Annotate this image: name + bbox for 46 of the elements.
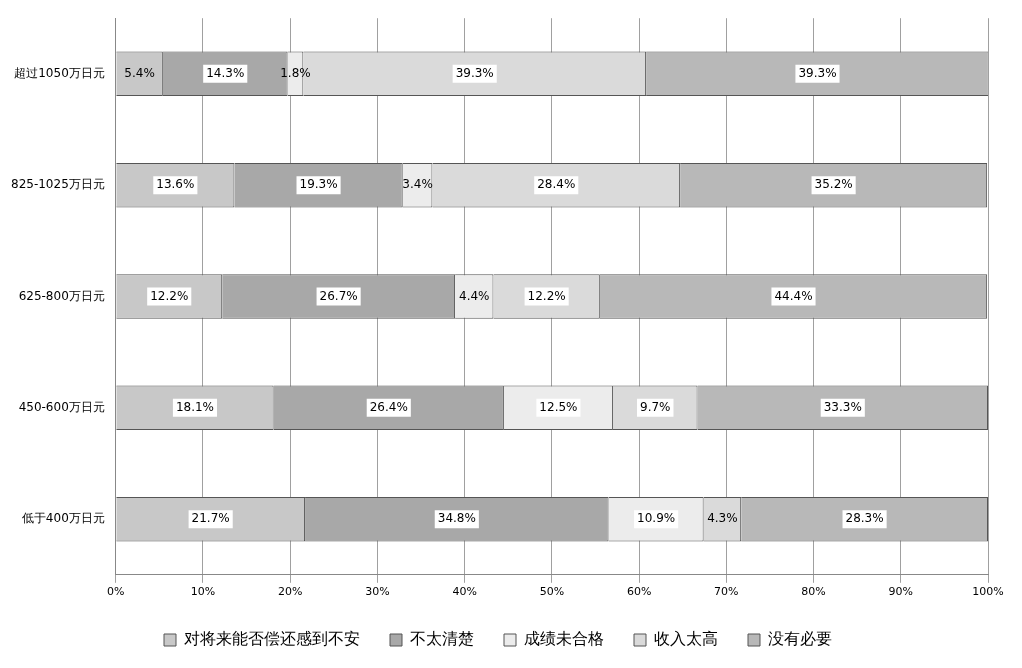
text: 35.2%	[814, 177, 853, 192]
x-tick-label: 10%	[190, 585, 216, 599]
legend-label: 成绩未合格	[524, 629, 604, 649]
x-tick-label: 40%	[452, 585, 477, 599]
text: 10.9%	[637, 511, 676, 526]
x-tick-label: 0%	[107, 585, 125, 599]
x-tick-label: 80%	[801, 585, 826, 599]
text: 3.4%	[402, 177, 433, 192]
text: 26.4%	[369, 399, 408, 414]
text: 39.3%	[798, 65, 837, 80]
text: 12.5%	[539, 399, 578, 414]
text: 9.7%	[640, 399, 671, 414]
text: 13.6%	[156, 177, 195, 192]
text: 18.1%	[175, 399, 215, 414]
y-tick-label: 450-600万日元	[18, 399, 105, 414]
text: 14.3%	[206, 65, 245, 80]
text: 4.3%	[707, 511, 738, 526]
y-tick-label: 825-1025万日元	[10, 177, 105, 192]
text: 33.3%	[823, 399, 862, 414]
y-tick-label: 625-800万日元	[18, 288, 105, 303]
x-tick-label: 30%	[365, 585, 390, 599]
x-tick-label: 90%	[888, 585, 913, 599]
legend-label: 对将来能否偿还感到不安	[184, 629, 360, 649]
legend-label: 不太清楚	[410, 629, 474, 649]
text: 12.2%	[150, 288, 189, 303]
text: 44.4%	[774, 288, 813, 303]
text: 19.3%	[299, 177, 338, 192]
x-tick-label: 100%	[972, 585, 1004, 599]
text: 4.4%	[459, 288, 490, 303]
legend-label: 收入太高	[654, 629, 718, 649]
x-tick-label: 60%	[626, 585, 652, 599]
text: 12.2%	[527, 288, 566, 303]
text: 28.3%	[845, 511, 884, 526]
text: 26.7%	[319, 288, 358, 303]
text: 28.4%	[537, 177, 576, 192]
text: 5.4%	[124, 65, 155, 80]
x-tick-label: 20%	[277, 585, 303, 599]
text: 34.8%	[437, 511, 476, 526]
legend-label: 没有必要	[768, 629, 832, 649]
text: 39.3%	[455, 65, 494, 80]
y-tick-label: 超过1050万日元	[14, 65, 105, 80]
text: 21.7%	[191, 511, 230, 526]
x-tick-label: 50%	[539, 585, 565, 599]
text: 1.8%	[280, 65, 311, 80]
y-tick-label: 低于400万日元	[21, 511, 105, 526]
x-tick-label: 70%	[714, 585, 739, 599]
